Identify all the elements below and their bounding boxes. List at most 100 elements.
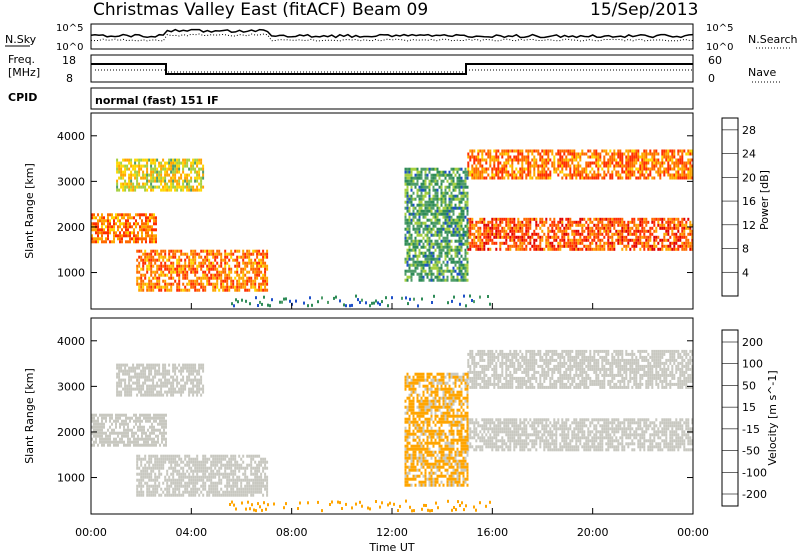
heatmap-cell — [134, 161, 137, 165]
heatmap-cell — [184, 173, 187, 177]
heatmap-cell — [264, 487, 267, 491]
heatmap-cell — [168, 161, 171, 165]
heatmap-cell — [515, 244, 518, 248]
heatmap-cell — [416, 266, 419, 270]
heatmap-cell — [527, 170, 530, 174]
heatmap-cell — [262, 279, 265, 283]
heatmap-cell — [440, 233, 443, 237]
heatmap-cell — [527, 173, 530, 177]
heatmap-cell — [621, 235, 624, 239]
heatmap-cell — [126, 390, 129, 394]
heatmap-cell — [406, 260, 409, 264]
heatmap-cell — [621, 158, 624, 162]
heatmap-cell — [235, 298, 237, 302]
heatmap-cell — [174, 481, 177, 485]
heatmap-cell — [432, 254, 435, 258]
heatmap-cell — [420, 173, 423, 177]
heatmap-cell — [458, 173, 461, 177]
heatmap-cell — [138, 255, 141, 259]
heatmap-cell — [97, 225, 99, 229]
heatmap-cell — [410, 272, 413, 276]
heatmap-cell — [450, 206, 453, 210]
heatmap-cell — [410, 218, 413, 222]
heatmap-cell — [601, 232, 604, 236]
heatmap-cell — [587, 217, 590, 221]
heatmap-cell — [137, 237, 139, 241]
heatmap-cell — [579, 155, 582, 159]
heatmap-cell — [458, 197, 461, 201]
heatmap-cell — [456, 218, 459, 222]
heatmap-cell — [417, 304, 419, 308]
heatmap-cell — [469, 232, 472, 236]
heatmap-cell — [103, 416, 105, 420]
heatmap-cell — [138, 282, 141, 286]
heatmap-cell — [683, 241, 686, 245]
heatmap-cell — [541, 170, 544, 174]
heatmap-cell — [475, 235, 478, 239]
heatmap-cell — [507, 173, 510, 177]
heatmap-cell — [633, 164, 636, 168]
heatmap-cell — [216, 252, 219, 256]
heatmap-cell — [115, 437, 117, 441]
heatmap-cell — [623, 238, 626, 242]
heatmap-cell — [206, 460, 209, 464]
heatmap-cell — [246, 454, 249, 458]
heatmap-cell — [573, 170, 576, 174]
heatmap-cell — [228, 276, 231, 280]
heatmap-cell — [471, 299, 473, 302]
heatmap-cell — [477, 149, 480, 153]
heatmap-cell — [224, 288, 227, 292]
heatmap-cell — [133, 240, 135, 244]
heatmap-cell — [559, 161, 562, 165]
heatmap-cell — [555, 235, 558, 239]
heatmap-cell — [101, 213, 103, 217]
heatmap-cell — [142, 182, 145, 186]
heatmap-cell — [444, 242, 447, 246]
heatmap-cell — [404, 200, 407, 204]
heatmap-cell — [206, 478, 209, 482]
heatmap-cell — [150, 288, 153, 292]
heatmap-cell — [264, 267, 267, 271]
heatmap-cell — [145, 419, 147, 423]
heatmap-cell — [141, 425, 143, 429]
heatmap-cell — [643, 155, 646, 159]
heatmap-cell — [196, 267, 199, 271]
heatmap-cell — [677, 158, 680, 162]
heatmap-cell — [577, 220, 580, 224]
heatmap-cell — [142, 393, 145, 397]
heatmap-cell — [651, 217, 654, 221]
heatmap-cell — [159, 428, 161, 432]
heatmap-cell — [137, 419, 139, 423]
heatmap-cell — [619, 161, 622, 165]
heatmap-cell — [587, 176, 590, 180]
heatmap-cell — [573, 247, 576, 251]
heatmap-cell — [240, 255, 243, 259]
heatmap-cell — [621, 229, 624, 233]
heatmap-cell — [471, 176, 474, 180]
heatmap-cell — [643, 176, 646, 180]
heatmap-cell — [466, 176, 469, 180]
heatmap-cell — [234, 276, 237, 280]
heatmap-cell — [422, 182, 425, 186]
heatmap-cell — [158, 185, 161, 189]
heatmap-cell — [444, 263, 447, 267]
heatmap-cell — [158, 460, 161, 464]
heatmap-cell — [142, 466, 145, 470]
heatmap-cell — [194, 188, 197, 192]
heatmap-cell — [446, 173, 449, 177]
heatmap-cell — [93, 443, 95, 447]
heatmap-cell — [150, 285, 153, 289]
heatmap-cell — [673, 152, 676, 156]
heatmap-cell — [176, 158, 179, 162]
heatmap-cell — [236, 282, 239, 286]
heatmap-cell — [428, 248, 431, 252]
heatmap-cell — [605, 152, 608, 156]
heatmap-cell — [426, 218, 429, 222]
heatmap-cell — [475, 223, 478, 227]
heatmap-cell — [160, 270, 163, 274]
heatmap-cell — [527, 229, 530, 233]
heatmap-cell — [406, 278, 409, 282]
heatmap-cell — [605, 149, 608, 153]
heatmap-cell — [661, 238, 664, 242]
heatmap-cell — [406, 254, 409, 258]
